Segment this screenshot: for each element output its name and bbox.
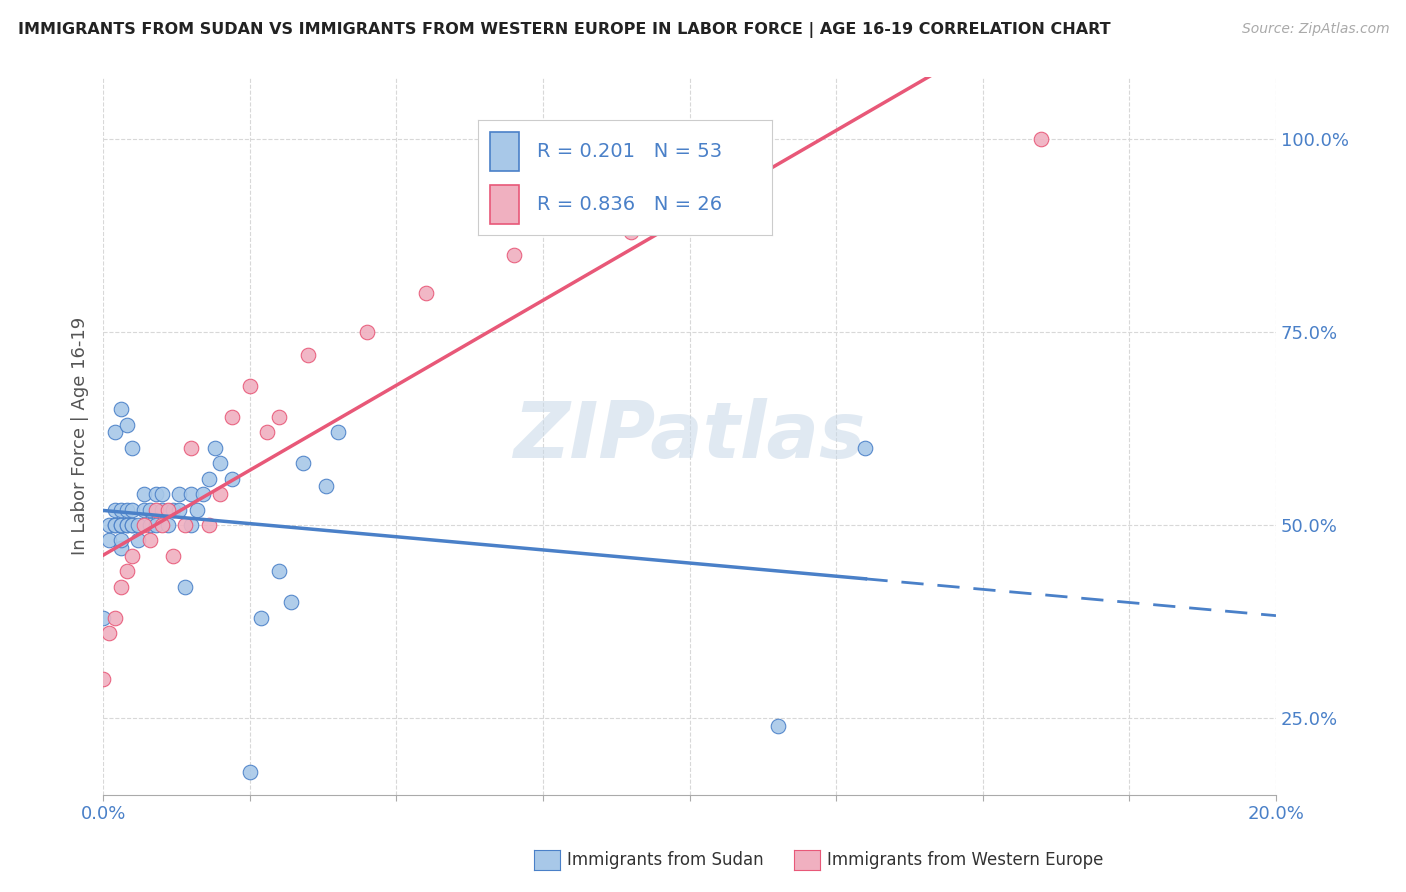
Point [115,518,138,533]
Point [110,502,132,516]
Point [115,417,138,432]
Point [156,518,179,533]
Point [110,541,132,556]
Point [98,518,121,533]
Point [110,518,132,533]
Point [150,487,173,501]
Point [134,518,156,533]
Point [415,286,437,301]
Point [280,595,302,609]
Point [174,580,197,594]
Point [134,502,156,516]
Text: Immigrants from Western Europe: Immigrants from Western Europe [827,851,1104,869]
Point [115,518,138,533]
Point [145,487,167,501]
Point [104,610,127,624]
Point [267,409,290,424]
Point [766,718,789,732]
Point [145,518,167,533]
Point [104,502,127,516]
Point [239,379,262,393]
Point [156,502,179,516]
Point [115,564,138,578]
Point [91,610,114,624]
Point [145,502,167,516]
Point [502,248,524,262]
Point [174,518,197,533]
Point [162,549,184,563]
Point [291,456,314,470]
Point [186,502,208,516]
Point [855,441,877,455]
Point [104,425,127,440]
Point [110,533,132,548]
Text: ZIPatlas: ZIPatlas [513,398,866,475]
Point [180,518,202,533]
Point [162,502,184,516]
Point [315,479,337,493]
Point [150,518,173,533]
Point [209,456,232,470]
Point [91,673,114,687]
Point [620,225,643,239]
Point [127,533,149,548]
Point [110,518,132,533]
Point [209,487,232,501]
Point [104,518,127,533]
Text: Source: ZipAtlas.com: Source: ZipAtlas.com [1241,22,1389,37]
Point [139,518,162,533]
Point [1031,132,1053,146]
Point [204,441,226,455]
Point [267,564,290,578]
Point [104,518,127,533]
Point [169,487,191,501]
Point [110,580,132,594]
Point [121,549,143,563]
Point [221,409,243,424]
Point [121,518,143,533]
Point [180,441,202,455]
Point [250,610,273,624]
Point [197,472,219,486]
Point [150,502,173,516]
Point [121,441,143,455]
Point [221,472,243,486]
Point [180,487,202,501]
Text: IMMIGRANTS FROM SUDAN VS IMMIGRANTS FROM WESTERN EUROPE IN LABOR FORCE | AGE 16-: IMMIGRANTS FROM SUDAN VS IMMIGRANTS FROM… [18,22,1111,38]
Point [134,487,156,501]
Point [297,348,319,362]
Point [239,764,262,779]
Point [139,533,162,548]
Point [197,518,219,533]
Point [191,487,214,501]
Point [98,626,121,640]
Point [169,502,191,516]
Point [127,518,149,533]
Point [98,533,121,548]
Point [356,325,378,339]
Point [121,502,143,516]
Y-axis label: In Labor Force | Age 16-19: In Labor Force | Age 16-19 [72,318,89,556]
Point [256,425,278,440]
Point [110,402,132,417]
Text: Immigrants from Sudan: Immigrants from Sudan [567,851,763,869]
Point [115,502,138,516]
Point [139,502,162,516]
Point [121,518,143,533]
Point [326,425,349,440]
